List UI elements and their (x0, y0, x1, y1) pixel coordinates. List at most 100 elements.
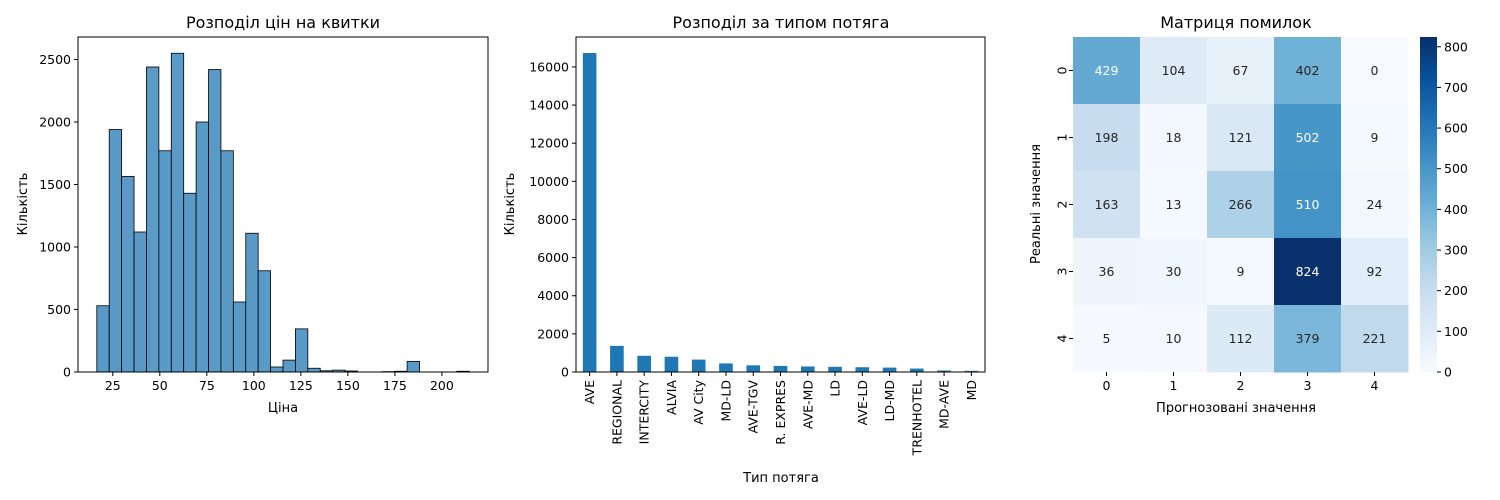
heatmap-cell-value: 502 (1296, 130, 1320, 145)
heatmap-cell (1073, 171, 1141, 239)
p2-xtick-label: MD (964, 380, 979, 400)
heatmap-cell-value: 163 (1095, 197, 1119, 212)
hist-bar (170, 52, 185, 373)
heatmap-cell-value: 402 (1296, 63, 1320, 78)
hist-bar (158, 150, 172, 373)
hist-bar (245, 232, 259, 373)
heatmap-cell (1140, 238, 1208, 306)
heatmap-cell-value: 104 (1162, 63, 1186, 78)
p2-ytick-label: 0 (561, 365, 569, 380)
heatmap-cell (1341, 305, 1409, 373)
colorbar-tick-label: 500 (1444, 161, 1468, 176)
colorbar (1420, 37, 1437, 372)
p2-xtick-label: ALVIA (664, 380, 679, 415)
heatmap-cell (1274, 238, 1342, 306)
train-type-bar (582, 53, 597, 373)
p3-xticks: 0 1 2 3 4 (1103, 372, 1379, 393)
train-type-bar (964, 370, 979, 372)
hist-bar (108, 129, 123, 373)
hist-bar (121, 175, 135, 373)
p3-ytick-label: 0 (1055, 66, 1070, 74)
heatmap-cell (1207, 305, 1275, 373)
heatmap-cell-value: 92 (1367, 264, 1383, 279)
price-histogram-panel: Розподіл цін на квитки 25 50 75 100 125 150 17… (16, 13, 489, 416)
colorbar-tick-label: 400 (1444, 202, 1468, 217)
p2-xlabel: Тип потяга (742, 471, 819, 486)
hist-bar (406, 360, 420, 373)
colorbar-tick-label: 100 (1444, 324, 1468, 339)
p3-ytick-label: 3 (1055, 268, 1070, 276)
heatmap-cell (1073, 305, 1141, 373)
heatmap-cell-value: 429 (1095, 63, 1119, 78)
train-type-bar (910, 368, 924, 372)
train-type-bar (610, 345, 624, 372)
hist-bar (295, 328, 309, 373)
heatmap-cell (1274, 171, 1342, 239)
p2-xticks: AVE REGIONAL INTERCITY ALVIA AV City MD-LD AVE… (582, 372, 979, 456)
p2-xtick-label: LD (828, 380, 843, 397)
heatmap-cell-value: 5 (1103, 331, 1111, 346)
train-type-bar (664, 356, 679, 372)
p1-ylabel: Кількість (16, 173, 31, 236)
heatmap-cell (1207, 171, 1275, 239)
train-type-bar (882, 367, 897, 372)
heatmap-cell (1140, 37, 1208, 105)
p3-xtick-label: 0 (1103, 378, 1111, 393)
p1-xtick-label: 100 (242, 378, 266, 393)
p1-frame (77, 36, 489, 373)
hist-bar (183, 192, 197, 373)
p2-bars (582, 53, 979, 373)
heatmap-cell-value: 10 (1166, 331, 1182, 346)
train-type-bar (746, 365, 761, 372)
heatmap-cell-value: 112 (1229, 331, 1253, 346)
heatmap-cell (1073, 37, 1141, 105)
colorbar-tick-label: 800 (1444, 39, 1468, 54)
p3-ytick-label: 4 (1055, 334, 1070, 342)
hist-bar (270, 366, 284, 373)
p3-title: Матриця помилок (1160, 13, 1312, 32)
colorbar-tick-label: 0 (1444, 365, 1452, 380)
p1-xtick-label: 125 (289, 378, 313, 393)
hist-bar (195, 121, 209, 373)
p2-xtick-label: AV City (691, 379, 706, 424)
p3-yticks: 0 1 2 3 4 (1055, 66, 1073, 342)
p1-xlabel: Ціна (268, 401, 298, 416)
p1-ytick-label: 2500 (39, 52, 71, 67)
p1-xtick-label: 150 (336, 378, 360, 393)
colorbar-tick-label: 200 (1444, 283, 1468, 298)
heatmap-cell-value: 18 (1166, 130, 1182, 145)
p2-ytick-label: 4000 (537, 288, 569, 303)
heatmap-cell (1207, 37, 1275, 105)
p1-ytick-label: 1000 (39, 240, 71, 255)
hist-bar (307, 367, 321, 373)
p2-yticks: 0 2000 4000 6000 8000 10000 12000 14000 16000 (529, 59, 576, 380)
train-type-bar (773, 365, 788, 372)
heatmap-cell-value: 121 (1229, 130, 1253, 145)
heatmap-cell-value: 221 (1363, 331, 1387, 346)
heatmap-cell-value: 9 (1237, 264, 1245, 279)
train-type-bar (719, 363, 733, 372)
hist-bar (146, 66, 160, 373)
train-type-bar (937, 370, 951, 372)
p2-xtick-label: LD-MD (882, 380, 897, 422)
p2-xtick-label: AVE-MD (800, 380, 815, 429)
p1-xtick-label: 175 (383, 378, 407, 393)
heatmap-cell (1140, 305, 1208, 373)
colorbar-tick-label: 300 (1444, 243, 1468, 258)
p1-ytick-label: 500 (47, 302, 71, 317)
p2-xtick-label: MD-LD (718, 380, 733, 422)
heatmap-cell-value: 30 (1166, 264, 1182, 279)
p2-xtick-label: AVE-LD (855, 380, 870, 425)
heatmap-cell-value: 13 (1166, 197, 1182, 212)
colorbar-tick-label: 700 (1444, 80, 1468, 95)
heatmap-cell (1341, 104, 1409, 172)
heatmap-cell (1073, 104, 1141, 172)
train-type-bar (637, 355, 651, 372)
p2-xtick-label: AVE (582, 380, 597, 404)
p2-xtick-label: INTERCITY (637, 380, 652, 445)
hist-bar (257, 270, 271, 373)
heatmap-cell-value: 0 (1371, 63, 1379, 78)
hist-bar (133, 231, 147, 373)
